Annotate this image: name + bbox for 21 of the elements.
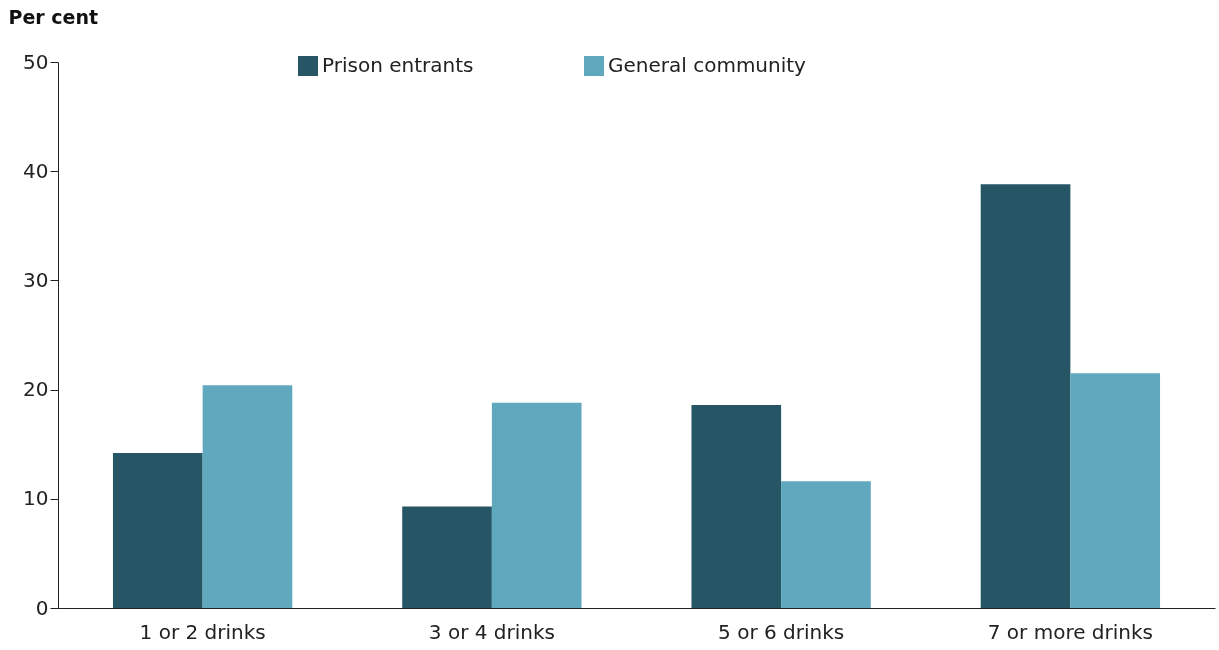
y-tick-label: 40: [23, 158, 49, 183]
y-tick-label: 50: [23, 49, 49, 74]
x-tick-label: 1 or 2 drinks: [139, 619, 266, 644]
legend-label: General community: [608, 53, 807, 77]
y-tick-label: 0: [35, 595, 49, 620]
bar: [1070, 373, 1161, 608]
bar: [781, 481, 871, 608]
y-tick-label: 10: [23, 486, 49, 511]
y-axis-title: Per cent: [8, 5, 99, 28]
bar: [202, 385, 293, 608]
bar: [112, 452, 203, 608]
x-tick-label: 5 or 6 drinks: [718, 619, 845, 644]
legend-label: Prison entrants: [322, 53, 474, 77]
x-tick-label: 7 or more drinks: [987, 619, 1153, 644]
bar: [691, 404, 782, 608]
x-tick-label: 3 or 4 drinks: [428, 619, 555, 644]
bar: [402, 506, 492, 608]
bar: [491, 402, 582, 608]
y-tick-label: 20: [23, 377, 49, 402]
bar: [980, 184, 1071, 608]
y-tick-label: 30: [23, 267, 49, 292]
